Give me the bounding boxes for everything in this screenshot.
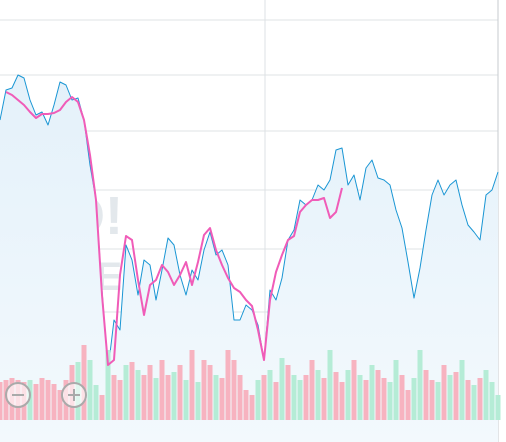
volume-bar xyxy=(369,365,375,420)
volume-bar xyxy=(465,380,471,420)
volume-bar xyxy=(495,395,501,420)
volume-bar xyxy=(411,378,417,420)
volume-bar xyxy=(363,380,369,420)
volume-bar xyxy=(207,365,213,420)
volume-bar xyxy=(81,345,87,420)
volume-bar xyxy=(111,375,117,420)
volume-bar xyxy=(267,370,273,420)
volume-bar xyxy=(39,378,45,420)
volume-bar xyxy=(45,380,51,420)
volume-bar xyxy=(441,365,447,420)
volume-bar xyxy=(165,375,171,420)
volume-bar xyxy=(429,380,435,420)
volume-bar xyxy=(291,375,297,420)
volume-bar xyxy=(399,375,405,420)
volume-bar xyxy=(453,372,459,420)
volume-bar xyxy=(261,375,267,420)
price-area xyxy=(0,75,498,442)
volume-bar xyxy=(417,350,423,420)
volume-bar xyxy=(189,350,195,420)
volume-bar xyxy=(423,370,429,420)
volume-bar xyxy=(273,382,279,420)
volume-bar xyxy=(195,382,201,420)
volume-bar xyxy=(87,360,93,420)
volume-bar xyxy=(237,375,243,420)
volume-bar xyxy=(483,370,489,420)
series-line xyxy=(5,91,343,366)
zoom-out-button[interactable] xyxy=(5,382,31,408)
volume-bar xyxy=(177,365,183,420)
volume-bar xyxy=(327,350,333,420)
volume-bar xyxy=(33,384,39,420)
volume-bar xyxy=(123,365,129,420)
volume-bar xyxy=(105,350,111,420)
volume-bar xyxy=(231,360,237,420)
volume-bar xyxy=(225,350,231,420)
volume-bar xyxy=(141,375,147,420)
volume-bar xyxy=(333,372,339,420)
volume-bar xyxy=(471,385,477,420)
volume-bar xyxy=(303,375,309,420)
volume-bar xyxy=(447,375,453,420)
volume-bar xyxy=(0,382,3,420)
volume-bar xyxy=(393,360,399,420)
volume-bar xyxy=(57,390,63,420)
volume-bar xyxy=(351,360,357,420)
volume-bar xyxy=(315,370,321,420)
volume-bar xyxy=(129,362,135,420)
volume-bar xyxy=(183,380,189,420)
volume-bar xyxy=(117,380,123,420)
volume-bar xyxy=(219,378,225,420)
volume-bar xyxy=(309,360,315,420)
volume-bar xyxy=(99,395,105,420)
volume-bar xyxy=(279,358,285,420)
volume-bar xyxy=(387,382,393,420)
volume-bar xyxy=(357,375,363,420)
volume-bar xyxy=(51,384,57,420)
volume-bar xyxy=(147,365,153,420)
volume-bar xyxy=(213,375,219,420)
volume-bar xyxy=(477,378,483,420)
volume-bar xyxy=(171,372,177,420)
volume-bar xyxy=(339,382,345,420)
volume-bar xyxy=(381,378,387,420)
volume-bar xyxy=(243,390,249,420)
volume-bar xyxy=(459,360,465,420)
volume-bar xyxy=(405,390,411,420)
volume-bar xyxy=(249,395,255,420)
volume-bar xyxy=(255,380,261,420)
volume-bar xyxy=(345,370,351,420)
volume-bar xyxy=(489,382,495,420)
volume-bar xyxy=(201,360,207,420)
volume-bar xyxy=(297,380,303,420)
volume-bar xyxy=(153,378,159,420)
zoom-in-button[interactable] xyxy=(61,382,87,408)
volume-bar xyxy=(93,385,99,420)
volume-bar xyxy=(135,370,141,420)
volume-bar xyxy=(435,382,441,420)
volume-bar xyxy=(375,370,381,420)
volume-bar xyxy=(321,378,327,420)
volume-bar xyxy=(159,360,165,420)
volume-bar xyxy=(285,365,291,420)
